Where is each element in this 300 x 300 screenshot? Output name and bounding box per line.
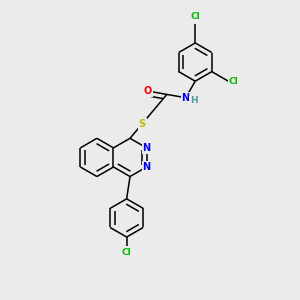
Text: O: O (144, 86, 152, 96)
Text: Cl: Cl (190, 12, 200, 21)
Text: N: N (142, 143, 151, 153)
Text: S: S (139, 119, 146, 129)
Text: H: H (190, 96, 198, 105)
Text: N: N (182, 93, 190, 103)
Text: Cl: Cl (122, 248, 131, 257)
Text: N: N (142, 162, 151, 172)
Text: Cl: Cl (229, 77, 238, 86)
